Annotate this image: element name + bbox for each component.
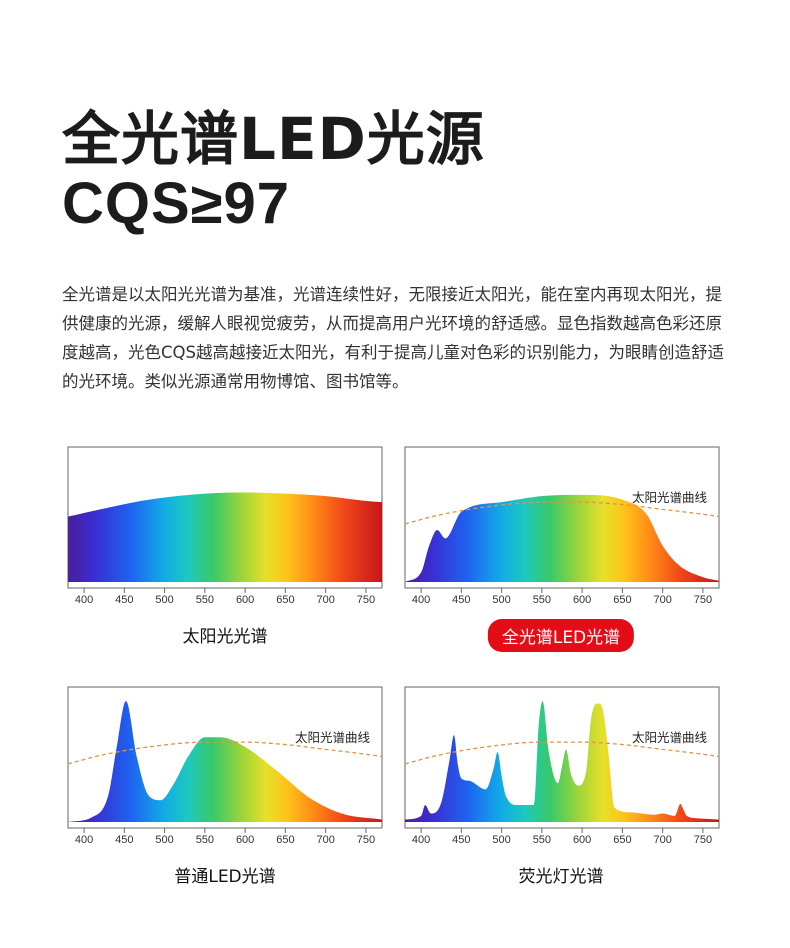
x-tick-label: 650 (613, 834, 631, 846)
x-tick-label: 650 (276, 834, 294, 846)
chart-svg: 400 450 500 550 600 650 700 750 (67, 446, 383, 606)
x-tick-label: 750 (694, 594, 712, 606)
x-tick-label: 700 (316, 834, 334, 846)
x-tick-label: 500 (492, 834, 510, 846)
x-tick-label: 550 (196, 594, 214, 606)
x-tick-label: 450 (452, 834, 470, 846)
chart-svg: 太阳光谱曲线 400 450 500 550 600 650 700 750 (404, 686, 720, 846)
x-tick-label: 700 (316, 594, 334, 606)
chart-normal-led: 太阳光谱曲线 400 450 500 550 600 650 700 750 (67, 686, 385, 851)
x-tick-label: 750 (357, 594, 375, 606)
caption-fluorescent: 荧光灯光谱 (518, 867, 604, 887)
x-tick-label: 550 (533, 834, 551, 846)
chart-sunlight: 400 450 500 550 600 650 700 750 (67, 446, 385, 611)
x-tick-label: 400 (75, 834, 93, 846)
x-tick-label: 400 (412, 594, 430, 606)
caption-sunlight: 太阳光光谱 (182, 627, 268, 647)
x-tick-label: 600 (573, 834, 591, 846)
chart-svg: 太阳光谱曲线 400 450 500 550 600 650 700 750 (404, 446, 720, 606)
spectrum-area (68, 701, 382, 822)
x-tick-label: 450 (115, 594, 133, 606)
x-tick-label: 750 (357, 834, 375, 846)
chart-svg: 太阳光谱曲线 400 450 500 550 600 650 700 750 (67, 686, 383, 846)
reference-curve-label: 太阳光谱曲线 (295, 730, 371, 745)
x-tick-label: 450 (115, 834, 133, 846)
x-tick-label: 500 (492, 594, 510, 606)
page-subtitle: CQS≥97 (62, 171, 291, 236)
page-title: 全光谱LED光源 (62, 105, 485, 173)
x-tick-label: 550 (196, 834, 214, 846)
x-tick-label: 600 (236, 594, 254, 606)
x-tick-label: 600 (573, 594, 591, 606)
x-tick-label: 550 (533, 594, 551, 606)
reference-curve-label: 太阳光谱曲线 (632, 490, 708, 505)
spectrum-area (405, 494, 719, 582)
spectrum-area (405, 701, 719, 822)
x-tick-label: 650 (613, 594, 631, 606)
x-tick-label: 650 (276, 594, 294, 606)
spectrum-area (68, 492, 382, 582)
x-tick-label: 400 (75, 594, 93, 606)
chart-fluorescent: 太阳光谱曲线 400 450 500 550 600 650 700 750 (404, 686, 722, 851)
description-text: 全光谱是以太阳光光谱为基准，光谱连续性好，无限接近太阳光，能在室内再现太阳光，提… (62, 285, 724, 391)
caption-normal-led: 普通LED光谱 (174, 867, 276, 887)
x-tick-label: 450 (452, 594, 470, 606)
x-tick-label: 500 (155, 594, 173, 606)
x-tick-label: 500 (155, 834, 173, 846)
x-tick-label: 700 (653, 594, 671, 606)
chart-full-spectrum-led: 太阳光谱曲线 400 450 500 550 600 650 700 750 (404, 446, 722, 611)
reference-curve-label: 太阳光谱曲线 (632, 730, 708, 745)
x-tick-label: 700 (653, 834, 671, 846)
x-tick-label: 400 (412, 834, 430, 846)
x-tick-label: 750 (694, 834, 712, 846)
caption-full-spectrum-led: 全光谱LED光谱 (487, 619, 635, 652)
x-tick-label: 600 (236, 834, 254, 846)
